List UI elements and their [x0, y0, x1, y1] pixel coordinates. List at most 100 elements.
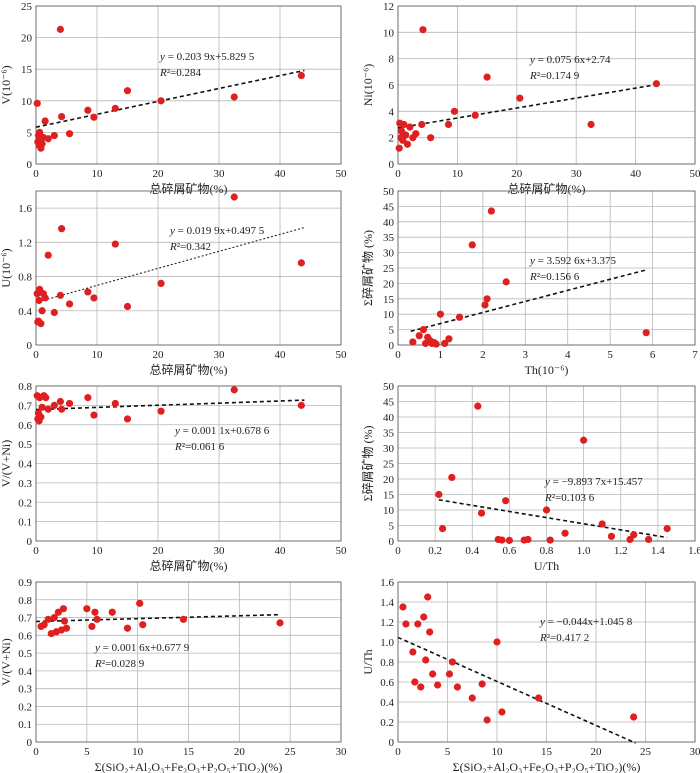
r-squared-label: R²=0.174 9 — [529, 70, 580, 82]
x-tick-label: 0 — [33, 746, 39, 758]
x-tick-label: 0 — [33, 168, 39, 180]
data-point — [435, 490, 443, 499]
y-tick-label: 0.2 — [380, 717, 394, 729]
y-tick-label: 40 — [383, 412, 395, 424]
gridlines — [35, 385, 342, 542]
data-point — [483, 716, 491, 724]
gridlines — [35, 5, 342, 165]
data-point — [123, 87, 132, 95]
data-point — [59, 605, 68, 613]
y-tick-label: 0.8 — [18, 381, 32, 393]
data-point — [478, 680, 486, 688]
data-point — [483, 295, 491, 303]
data-point — [438, 525, 447, 533]
data-point — [297, 71, 305, 80]
y-tick-label: 0 — [27, 340, 33, 352]
data-point — [409, 648, 417, 656]
x-tick-label: 0.4 — [465, 545, 479, 557]
y-tick-label: 0.6 — [18, 420, 32, 432]
y-tick-label: 0.7 — [18, 400, 32, 412]
y-tick-label: 0.6 — [380, 677, 394, 689]
data-point — [493, 638, 501, 646]
data-point — [434, 681, 442, 689]
data-point — [455, 313, 464, 321]
data-point — [487, 207, 495, 215]
r-squared-label: R²=0.342 — [169, 241, 211, 253]
trend-line — [397, 83, 660, 129]
x-tick-label: 30 — [214, 168, 226, 180]
x-tick-label: 25 — [640, 746, 652, 758]
trend-line — [35, 399, 305, 411]
x-tick-label: 5 — [607, 349, 613, 361]
data-point — [546, 536, 554, 544]
data-point — [402, 620, 410, 628]
data-point — [44, 251, 52, 259]
y-tick-label: 0.1 — [18, 719, 32, 731]
x-tick-label: 2 — [480, 349, 486, 361]
x-tick-label: 0 — [395, 746, 401, 758]
data-point — [84, 288, 92, 296]
x-tick-label: 5 — [84, 746, 90, 758]
data-point — [561, 529, 569, 537]
x-tick-label: 25 — [285, 746, 297, 758]
data-point — [60, 617, 69, 625]
y-tick-label: 0.9 — [18, 577, 32, 589]
data-point — [468, 241, 476, 249]
data-point — [179, 615, 188, 623]
data-point — [56, 291, 64, 299]
data-point — [136, 599, 144, 607]
x-tick-label: 30 — [690, 746, 700, 758]
data-point — [483, 73, 491, 81]
data-points — [33, 193, 305, 328]
y-tick-label: 0 — [27, 737, 33, 749]
plot-frame — [397, 5, 696, 165]
data-point — [474, 402, 482, 410]
x-tick-label: 3 — [523, 349, 529, 361]
x-tick-label: 0 — [33, 349, 39, 361]
data-point — [432, 340, 440, 348]
data-point — [436, 310, 445, 318]
y-tick-label: 0 — [389, 737, 395, 749]
data-point — [630, 713, 638, 721]
y-tick-label: 10 — [383, 27, 395, 39]
y-tick-label: 0.2 — [18, 701, 32, 713]
x-tick-label: 50 — [336, 545, 348, 557]
trend-line — [35, 69, 305, 128]
y-tick-label: 0 — [27, 536, 33, 548]
regression-equation: y = 0.203 9x+5.829 5 — [159, 51, 255, 63]
data-point — [598, 520, 606, 528]
data-points — [33, 25, 305, 152]
chart-panel-5: 0 10 20 30 40 50 0 0.1 0.2 0.3 0.4 0.5 0.6 0.7 0.8 总碎屑矿… — [0, 381, 347, 573]
data-point — [37, 413, 45, 421]
y-tick-label: 25 — [383, 263, 395, 275]
data-point — [84, 106, 92, 114]
regression-equation: y = 3.592 6x+3.375 — [529, 255, 617, 267]
x-tick-label: 50 — [336, 168, 348, 180]
data-point — [91, 608, 99, 616]
data-point — [498, 708, 506, 716]
data-point — [453, 683, 461, 691]
data-point — [420, 613, 428, 621]
y-tick-label: 8 — [389, 54, 395, 66]
x-tick-label: 15 — [541, 746, 553, 758]
x-tick-label: 7 — [692, 349, 698, 361]
r-squared-label: R²=0.028 9 — [94, 658, 145, 670]
data-point — [642, 329, 650, 337]
data-point — [44, 135, 52, 143]
data-point — [534, 694, 543, 702]
x-tick-label: 20 — [153, 349, 165, 361]
data-point — [108, 608, 116, 616]
y-tick-label: 1.6 — [380, 577, 394, 589]
regression-equation: y = 0.075 6x+2.74 — [529, 54, 611, 66]
regression-equation: y = −9.893 7x+15.457 — [544, 476, 643, 488]
y-tick-label: 30 — [383, 248, 395, 260]
y-tick-label: 2 — [389, 133, 395, 145]
x-axis-label: Th(10⁻⁶) — [525, 363, 569, 377]
data-points — [395, 26, 660, 152]
x-tick-label: 10 — [132, 746, 144, 758]
x-tick-label: 20 — [153, 168, 165, 180]
x-tick-label: 10 — [92, 168, 104, 180]
y-tick-label: 1.6 — [18, 203, 32, 215]
data-point — [65, 130, 74, 138]
